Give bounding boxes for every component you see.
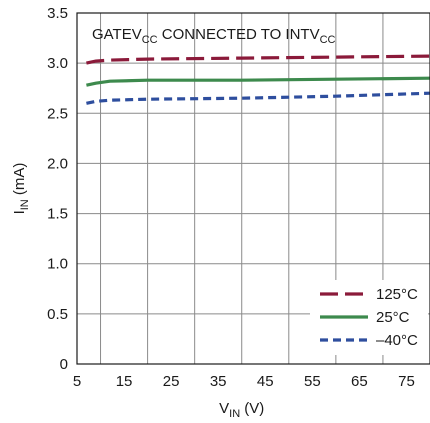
chart-annotation: GATEVCC CONNECTED TO INTVCC [92,26,336,46]
x-tick-labels: 5 15 25 35 45 55 65 75 [73,373,415,390]
y-tick-labels: 0 0.5 1.0 1.5 2.0 2.5 3.0 3.5 [47,5,68,373]
x-tick-label: 15 [116,373,133,390]
y-tick-label: 3.0 [47,55,68,72]
legend-label: 25°C [376,309,410,326]
y-tick-label: 2.5 [47,105,68,122]
x-tick-label: 45 [257,373,274,390]
legend-label: 125°C [376,286,418,303]
grid [77,13,430,364]
series-line [86,91,430,105]
y-tick-label: 0.5 [47,306,68,323]
x-axis-label: VIN (V) [219,400,264,420]
x-tick-label: 65 [351,373,368,390]
series-lines [86,54,430,105]
x-tick-label: 5 [73,373,81,390]
series-line [86,76,430,87]
legend-label: –40°C [376,332,418,349]
y-axis-label: IIN (mA) [11,163,31,215]
x-tick-label: 55 [304,373,321,390]
plot-frame [76,12,430,365]
y-tick-label: 1.0 [47,256,68,273]
y-tick-label: 1.5 [47,206,68,223]
x-tick-label: 35 [210,373,227,390]
x-tick-label: 25 [163,373,180,390]
x-tick-label: 75 [398,373,415,390]
y-tick-label: 0 [60,356,68,373]
y-tick-label: 3.5 [47,5,68,22]
series-line [86,54,430,65]
y-tick-label: 2.0 [47,155,68,172]
legend: 125°C 25°C –40°C [310,280,428,355]
